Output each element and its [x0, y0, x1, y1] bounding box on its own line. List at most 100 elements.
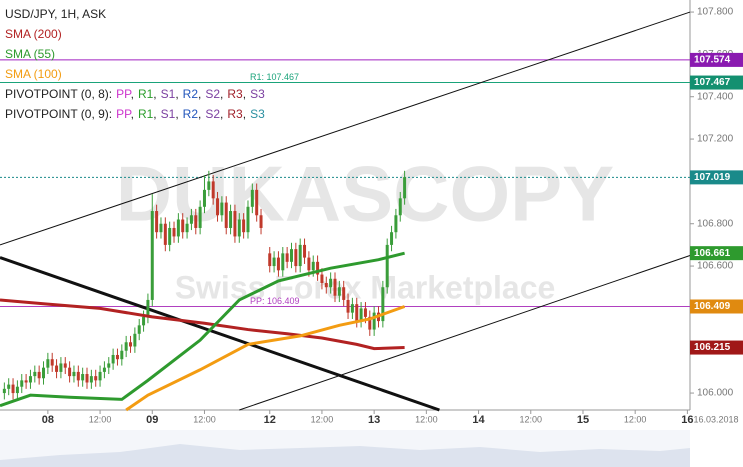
pivot-item: R3 — [227, 87, 243, 101]
pivot-item: S2 — [205, 107, 220, 121]
pivot-item: R1 — [138, 107, 154, 121]
pivot-separator: , — [220, 87, 223, 101]
candle-body — [150, 211, 154, 300]
legend-title: USD/JPY, 1H, ASK — [5, 7, 106, 21]
candle-body — [307, 257, 311, 271]
candle-body — [346, 299, 350, 313]
candle-body — [2, 388, 6, 394]
watermark-text: Swiss Forex Marketplace — [175, 269, 556, 305]
candle-body — [403, 177, 407, 199]
candle-body — [381, 287, 385, 322]
pivot-separator: , — [243, 107, 246, 121]
candle-body — [24, 380, 28, 383]
x-tick-label: 15 — [577, 414, 589, 426]
y-tick-label: 107.400 — [697, 91, 734, 102]
candle-body — [50, 359, 54, 366]
x-tick-label: 12:00 — [415, 414, 438, 424]
price-box — [690, 246, 743, 261]
x-tick-label: 14 — [472, 414, 485, 426]
x-tick-label: 09 — [146, 414, 158, 426]
candle-body — [272, 257, 276, 267]
trend-line — [0, 256, 440, 412]
pivot-separator: , — [243, 87, 246, 101]
candle-body — [15, 386, 19, 394]
x-tick-label: 12:00 — [624, 414, 647, 424]
candle-body — [33, 371, 37, 377]
candle-body — [224, 202, 228, 228]
candle-body — [294, 249, 298, 267]
candle-body — [372, 312, 376, 330]
candle-body — [398, 198, 402, 216]
candle-body — [129, 342, 133, 347]
pivot-separator: , — [175, 107, 178, 121]
price-box-label: 106.661 — [694, 248, 731, 259]
pivot-separator: , — [198, 87, 201, 101]
price-box — [690, 340, 743, 355]
candle-body — [37, 371, 41, 379]
candle-body — [189, 215, 193, 224]
pivot-item: PP — [116, 87, 132, 101]
pivot-separator: , — [175, 87, 178, 101]
x-tick-label: 16 — [681, 414, 693, 426]
price-box — [690, 75, 743, 90]
candle-body — [211, 181, 215, 199]
pivot-label: PIVOTPOINT (0, 8): — [5, 87, 112, 101]
candle-body — [194, 215, 198, 228]
candle-body — [155, 211, 159, 233]
candle-body — [359, 308, 363, 322]
candle-body — [102, 367, 106, 372]
candle-body — [229, 211, 233, 228]
candle-body — [285, 253, 289, 262]
candle-body — [259, 215, 263, 228]
candle-body — [68, 367, 72, 377]
candle-body — [72, 371, 76, 377]
candle-body — [268, 253, 272, 267]
candle-body — [385, 244, 389, 288]
x-end-label: 16.03.2018 — [693, 414, 738, 424]
y-tick-label: 107.200 — [697, 134, 734, 145]
pivot-separator: , — [153, 87, 156, 101]
candle-body — [76, 371, 80, 381]
candle-body — [276, 257, 280, 271]
candle-body — [133, 333, 137, 347]
candle-body — [115, 354, 119, 360]
x-tick-label: 12:00 — [89, 414, 112, 424]
pivot-separator: , — [153, 107, 156, 121]
candle-body — [390, 232, 394, 245]
candle-body — [220, 202, 224, 216]
price-box-label: 107.467 — [694, 77, 731, 88]
candle-body — [81, 374, 85, 381]
pivot-separator: , — [131, 87, 134, 101]
candle-body — [237, 219, 241, 237]
x-tick-label: 12:00 — [193, 414, 216, 424]
axes: 106.000106.200106.400106.600106.800107.0… — [42, 7, 743, 426]
candle-body — [89, 376, 93, 383]
plot-area: R1: 107.467 PP: 106.409 — [0, 11, 691, 412]
candle-body — [55, 365, 59, 372]
candle-body — [202, 189, 206, 207]
pivot-item: S1 — [161, 87, 176, 101]
price-box-label: 106.215 — [694, 342, 731, 353]
candle-body — [289, 249, 293, 262]
candle-body — [363, 308, 367, 317]
candle-body — [329, 278, 333, 288]
y-tick-label: 106.000 — [697, 388, 734, 399]
candle-body — [303, 244, 307, 258]
candle-body — [85, 374, 89, 383]
level-label: R1: 107.467 — [250, 72, 299, 82]
candle-body — [298, 244, 302, 267]
trend-line — [0, 11, 691, 246]
candle-body — [316, 261, 320, 275]
candle-body — [46, 359, 50, 368]
candle-body — [368, 316, 372, 330]
x-tick-label: 12 — [264, 414, 276, 426]
pivot-item: S3 — [250, 87, 265, 101]
candle-body — [198, 206, 202, 228]
candle-body — [246, 206, 250, 233]
candle-body — [342, 287, 346, 300]
price-box-label: 106.409 — [694, 301, 731, 312]
price-box-label: 107.574 — [694, 55, 731, 66]
candle-body — [311, 261, 315, 271]
pivot-legend: PIVOTPOINT (0, 9): PP, R1, S1, R2, S2, R3, S3 — [5, 107, 265, 121]
